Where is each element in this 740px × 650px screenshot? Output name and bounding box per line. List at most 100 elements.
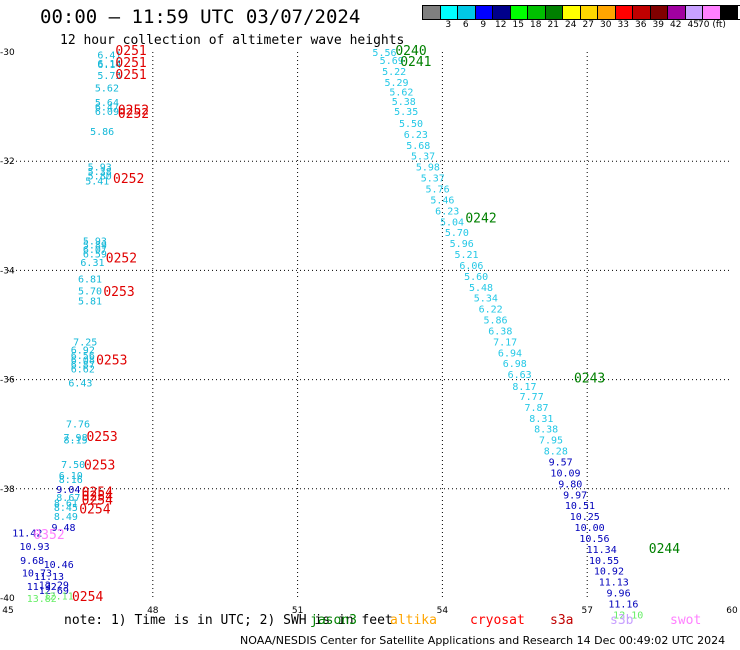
wave-height-point: 5.76 [426,185,450,196]
wave-height-point: 6.14 [97,59,121,70]
legend-label: 33 [617,20,629,30]
mission-label: s3a [550,613,574,628]
wave-height-point: 5.93 [88,163,112,174]
wave-height-point: 7.77 [520,392,544,403]
wave-height-point: 6.38 [488,326,512,337]
pass-label: 0251 [115,68,146,83]
wave-height-point: 7.95 [539,436,563,447]
wave-height-point: 6.07 [83,245,107,256]
wave-height-point: 6.09 [95,107,119,118]
wave-height-point: 10.93 [19,542,49,553]
wave-height-point: 8.16 [59,475,83,486]
wave-height-point: 5.70 [78,287,102,298]
wave-height-point: 11.92 [27,582,57,593]
x-tick-label: 45 [2,606,13,616]
wave-height-point: 6.10 [59,471,83,482]
wave-height-point: 8.49 [54,512,78,523]
credit-line: NOAA/NESDIS Center for Satellite Applica… [240,634,726,647]
legend-swatch [703,6,721,19]
legend-swatch [440,6,458,19]
mission-label: altika [390,613,437,628]
pass-label: 0254 [72,590,103,605]
legend-swatch [493,6,511,19]
legend-label: 70 (ft) [698,20,726,30]
wave-height-point: 7.25 [73,337,97,348]
pass-label: 0253 [86,430,117,445]
x-tick-label: 48 [147,606,159,616]
x-tick-label: 57 [581,606,592,616]
pass-label: 0252 [106,251,137,266]
legend-swatch [580,6,598,19]
pass-label: 0242 [465,212,496,227]
wave-height-point: 8.45 [54,503,78,514]
legend-swatch [475,6,493,19]
color-legend: 3 6 9 12 15 18 21 24 27 30 33 36 39 42 45 70 (ft) [422,5,740,30]
wave-height-point: 5.70 [445,228,469,239]
wave-height-point: 9.48 [51,523,75,534]
wave-height-point: 12.10 [613,610,643,621]
wave-height-point: 5.38 [88,167,112,178]
wave-height-point: 5.80 [88,171,112,182]
wave-height-point: 5.34 [474,294,498,305]
legend-label: 24 [565,20,577,30]
wave-height-point: 6.63 [508,370,532,381]
wave-height-point: 6.81 [78,275,102,286]
wave-height-point: 5.35 [394,107,418,118]
mission-label: cryosat [470,613,525,628]
wave-height-point: 11.13 [34,572,64,583]
wave-height-point: 5.62 [95,83,119,94]
wave-height-point: 6.94 [498,348,522,359]
wave-height-point: 10.00 [575,523,605,534]
wave-height-point: 5.04 [440,217,464,228]
wave-height-point: 6.41 [97,51,121,62]
wave-height-point: 10.73 [22,568,52,579]
legend-swatch [615,6,633,19]
wave-height-point: 12.29 [39,580,69,591]
legend-label: 6 [462,20,469,30]
y-tick-label: -32 [0,157,15,167]
wave-height-point: 6.14 [97,60,121,71]
wave-height-point: 8.38 [534,425,558,436]
pass-label: 0244 [649,542,680,557]
legend-label: 30 [600,20,612,30]
legend-swatch [720,6,738,19]
wave-height-point: 6.31 [80,258,104,269]
pass-label: 0252 [118,107,149,122]
wave-height-point: 8.67 [56,493,80,504]
y-tick-label: -36 [0,376,15,386]
wave-height-point: 6.47 [95,103,119,114]
wave-height-point: 8.61 [54,498,78,509]
wave-height-point: 11.13 [599,578,629,589]
x-tick-label: 54 [437,606,449,616]
legend-swatch [423,6,441,19]
wave-height-point: 7.50 [61,460,85,471]
wave-height-point: 11.34 [587,545,617,556]
pass-label: 0254 [82,486,113,501]
legend-swatch [545,6,563,19]
wave-height-point: 5.93 [83,236,107,247]
page-subtitle: 12 hour collection of altimeter wave hei… [60,33,405,48]
wave-height-point: 5.48 [469,283,493,294]
legend-swatch [685,6,703,19]
wave-height-point: 6.56 [71,351,95,362]
legend-swatch [598,6,616,19]
wave-height-point: 11.42 [12,528,42,539]
pass-label: 0352 [33,528,64,543]
y-tick-label: -40 [0,594,15,604]
pass-label: 0243 [574,372,605,387]
wave-height-point: 5.89 [83,241,107,252]
wave-height-point: 5.37 [421,174,445,185]
legend-label: 36 [635,20,647,30]
wave-height-point: 9.04 [56,485,80,496]
legend-label: 27 [582,20,594,30]
wave-height-point: 9.96 [607,589,631,600]
wave-height-point: 5.50 [399,119,423,130]
pass-label: 0252 [113,172,144,187]
wave-height-point: 8.15 [64,436,88,447]
footnote: note: 1) Time is in UTC; 2) SWH is in fe… [64,613,393,628]
pass-label: 0253 [84,458,115,473]
wave-height-point: 5.38 [392,97,416,108]
pass-label: 0251 [115,44,146,59]
y-tick-label: -30 [0,48,15,58]
wave-height-point: 6.23 [404,130,428,141]
